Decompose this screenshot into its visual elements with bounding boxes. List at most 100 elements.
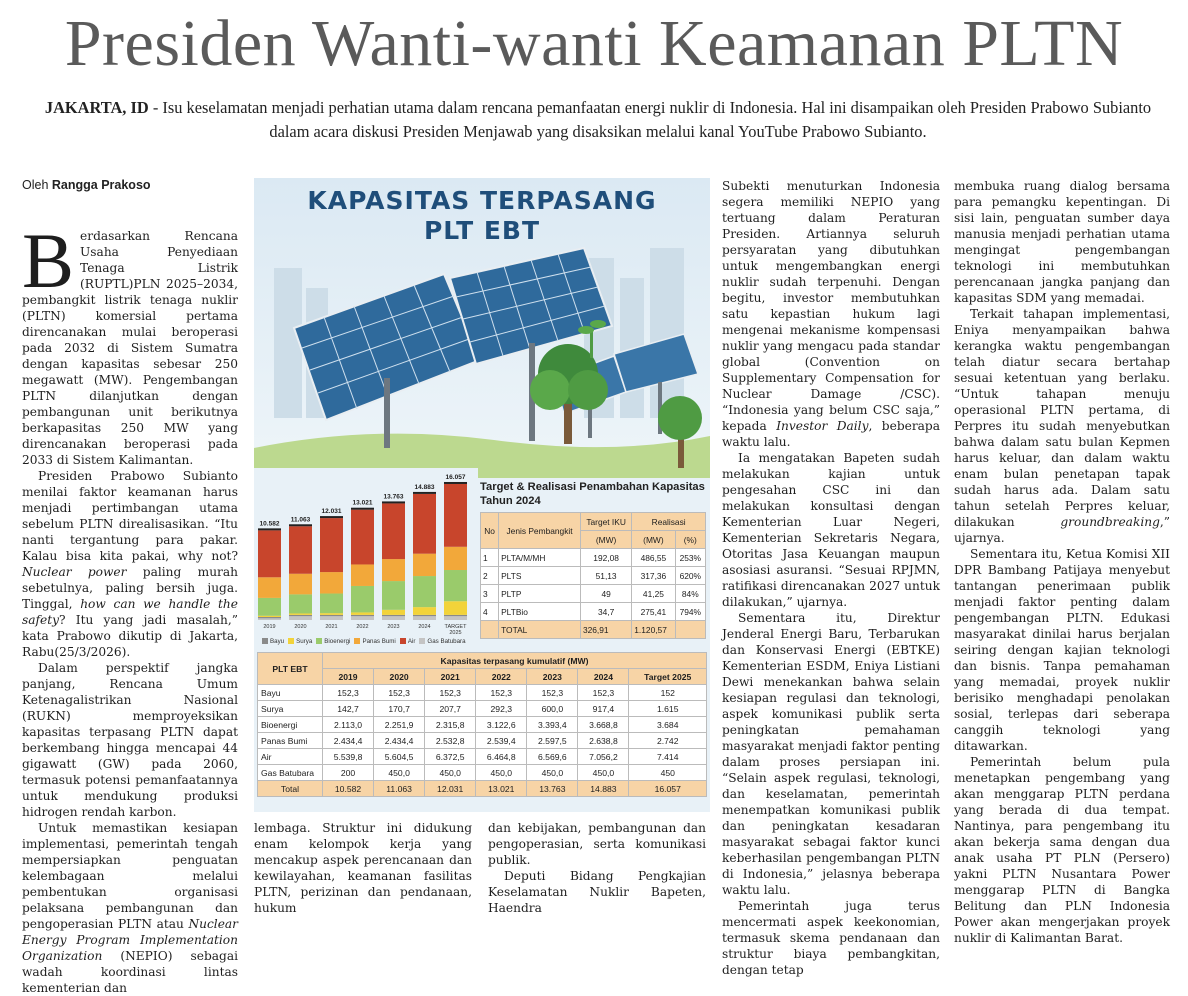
table-cell: PLTA/M/MH (498, 548, 581, 567)
table-cell: 3 (479, 584, 500, 603)
bar-segment-gas-batubara (258, 618, 281, 620)
table-cell: 3.668,8 (577, 716, 630, 733)
year-header: 2019 (321, 668, 375, 685)
paragraph: lembaga. Struktur ini didukung enam kelo… (254, 821, 472, 915)
paragraph-text: , beberapa waktu lalu. (722, 419, 940, 449)
x-tick-label: 2025 (449, 630, 461, 636)
bar-segment-panas-bumi (382, 559, 405, 582)
table-cell: 192,08 (579, 548, 633, 567)
table-cell: 34,7 (579, 602, 633, 621)
table-cell: 152,3 (526, 684, 579, 701)
bar-segment-gas-batubara (413, 616, 436, 620)
table-cell: Total (257, 780, 323, 797)
table-cell: Panas Bumi (257, 732, 323, 749)
header-realisasi: Realisasi (631, 512, 706, 531)
bar-segment-bioenergi (289, 594, 312, 614)
table-cell: 2.532,8 (424, 732, 477, 749)
table-cell: Gas Batubara (257, 764, 323, 781)
table-row: Bioenergi 2.113,0 2.251,9 2.315,8 3.122,6 3.3… (257, 716, 707, 733)
table-cell: 917,4 (577, 700, 630, 717)
paragraph-text: Untuk memastikan kesiapan implementasi, … (22, 821, 238, 931)
bar-segment-surya (382, 609, 405, 615)
table-cell: 7.414 (628, 748, 707, 765)
bar-cap (320, 516, 343, 519)
bar-segment-bioenergi (382, 581, 405, 610)
legend-swatch (354, 638, 361, 645)
legend-label: Bioenergi (324, 638, 351, 645)
table-cell: 2.113,0 (321, 716, 375, 733)
bar-segment-air (382, 503, 405, 560)
bar-segment-gas-batubara (320, 616, 343, 620)
chart-legend: Bayu Surya Bioenergi Panas Bumi Air Gas Batub… (258, 638, 466, 645)
bar-total-label: 13.021 (353, 500, 373, 507)
capacity-chart: 10.582 2019 11.063 2020 12.031 2021 13.021 2022… (254, 468, 478, 650)
bar-segment-gas-batubara (289, 616, 312, 620)
table-cell: 11.063 (373, 780, 426, 797)
paragraph: Ia mengatakan Bapeten sudah melakukan ka… (722, 451, 940, 609)
bar-segment-bayu (413, 614, 436, 617)
byline-prefix: Oleh (22, 178, 52, 192)
table-row: Gas Batubara 200 450,0 450,0 450,0 450,0 450,0… (257, 764, 707, 781)
table-cell: 10.582 (321, 780, 375, 797)
tree (658, 396, 702, 468)
table-row: 2 PLTS 51,13 317,36 620% (479, 566, 707, 585)
bar-segment-panas-bumi (444, 546, 467, 571)
byline-author: Rangga Prakoso (51, 178, 151, 192)
table-cell: 5.604,5 (373, 748, 426, 765)
bar-segment-bioenergi (258, 597, 281, 616)
tree (530, 344, 608, 444)
table-cell: 275,41 (631, 602, 676, 621)
paragraph: membuka ruang dialog bersama para pemang… (954, 179, 1170, 305)
column-2b-bottom: dan kebijakan, pembangunan dan pengopera… (488, 820, 706, 916)
target-table-title: Target & Realisasi Penambahan Kapasitas … (480, 481, 705, 507)
table-row: 1 PLTA/M/MH 192,08 486,55 253% (479, 548, 707, 567)
table-cell: 152,3 (321, 684, 375, 701)
year-header: 2021 (424, 668, 477, 685)
table-cell: 317,36 (631, 566, 676, 585)
total-row: TOTAL 326,91 1.120,57 (479, 620, 707, 639)
bar-segment-surya (258, 615, 281, 618)
table-cell: TOTAL (498, 620, 581, 639)
paragraph: Deputi Bidang Pengkajian Keselamatan Nuk… (488, 869, 706, 915)
legend-label: Surya (296, 638, 313, 645)
title-line: KAPASITAS TERPASANG (307, 186, 657, 215)
bar-segment-bayu (289, 614, 312, 617)
table-cell: 49 (579, 584, 633, 603)
legend-swatch (316, 638, 323, 645)
bar-segment-bioenergi (351, 585, 374, 613)
table-cell: 152,3 (475, 684, 528, 701)
paragraph: Presiden Prabowo Subianto menilai faktor… (22, 468, 238, 660)
table-cell: 2.742 (628, 732, 707, 749)
italic-text: Investor Daily (776, 419, 869, 433)
paragraph-text: Terkait tahapan implementasi, Eniya meny… (954, 307, 1170, 529)
paragraph: Terkait tahapan implementasi, Eniya meny… (954, 306, 1170, 546)
bar-segment-surya (351, 612, 374, 615)
header-mw: (MW) (579, 530, 633, 549)
table-row: 4 PLTBio 34,7 275,41 794% (479, 602, 707, 621)
table-cell: 486,55 (631, 548, 676, 567)
table-cell: 41,25 (631, 584, 676, 603)
header-mw: (MW) (631, 530, 676, 549)
capacity-chart-svg: 10.582 2019 11.063 2020 12.031 2021 13.021 2022… (258, 474, 467, 636)
table-cell: 450,0 (577, 764, 630, 781)
table-cell: 2 (479, 566, 500, 585)
bar-segment-panas-bumi (258, 577, 281, 598)
paragraph-text: erdasarkan Rencana Usaha Penyediaan Tena… (22, 229, 238, 467)
year-header: 2022 (475, 668, 528, 685)
paragraph: Pemerintah belum pula menetapkan pengemb… (954, 755, 1170, 945)
table-cell: 4 (479, 602, 500, 621)
bar-cap (444, 481, 467, 484)
header-no: No (479, 512, 500, 549)
table-cell: PLTP (498, 584, 581, 603)
bar-segment-air (444, 483, 467, 547)
table-cell: 1.120,57 (631, 620, 676, 639)
bar-segment-air (320, 518, 343, 573)
bar-segment-bayu (351, 614, 374, 617)
header-target: Target IKU (579, 512, 633, 531)
year-header: Target 2025 (628, 668, 707, 685)
bar-total-label: 13.763 (384, 493, 404, 500)
table-cell: 12.031 (424, 780, 477, 797)
table-cell: 1 (479, 548, 500, 567)
x-tick-label: 2022 (356, 624, 368, 630)
